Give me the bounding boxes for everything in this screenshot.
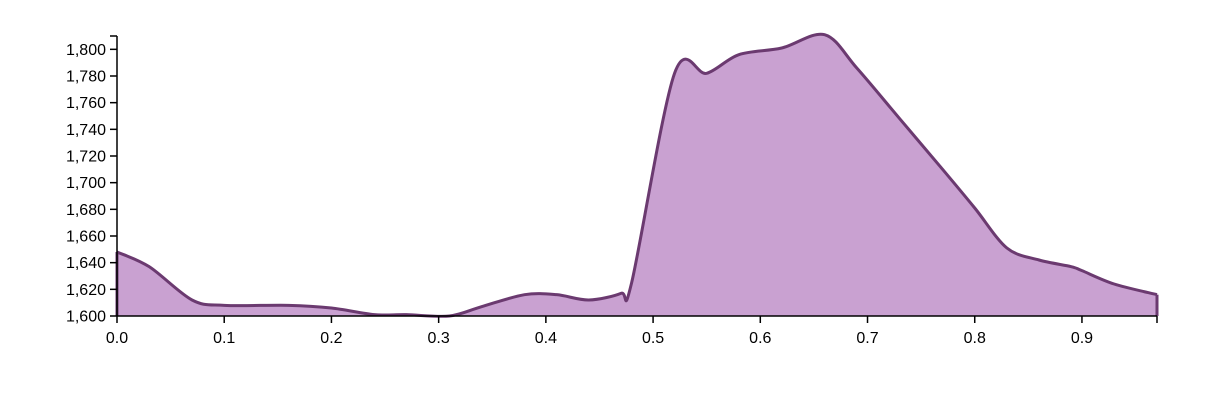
y-tick-label: 1,600 xyxy=(66,309,106,326)
y-tick-label: 1,700 xyxy=(66,175,106,192)
y-tick-label: 1,620 xyxy=(66,282,106,299)
y-tick-label: 1,660 xyxy=(66,229,106,246)
x-tick-label: 0.6 xyxy=(749,330,771,347)
y-tick-label: 1,640 xyxy=(66,255,106,272)
y-tick-label: 1,800 xyxy=(66,42,106,59)
x-tick-label: 0.1 xyxy=(213,330,235,347)
x-axis: 0.0 0.1 0.2 0.3 0.4 0.5 0.6 0.7 0.8 0.9 xyxy=(106,315,1158,347)
y-tick-label: 1,740 xyxy=(66,122,106,139)
plot-area xyxy=(115,32,1159,318)
x-tick-label: 0.2 xyxy=(320,330,342,347)
x-tick-label: 0.9 xyxy=(1071,330,1093,347)
x-tick-label: 0.5 xyxy=(642,330,664,347)
y-axis: 1,600 1,620 1,640 1,660 1,680 1,700 1,720 1,740… xyxy=(66,35,118,326)
y-tick-label: 1,720 xyxy=(66,149,106,166)
area-fill xyxy=(117,34,1157,317)
x-tick-label: 0.0 xyxy=(106,330,128,347)
x-tick-label: 0.3 xyxy=(428,330,450,347)
x-tick-label: 0.8 xyxy=(964,330,986,347)
y-tick-label: 1,760 xyxy=(66,95,106,112)
x-tick-label: 0.4 xyxy=(535,330,557,347)
y-tick-label: 1,780 xyxy=(66,69,106,86)
y-tick-label: 1,680 xyxy=(66,202,106,219)
x-tick-label: 0.7 xyxy=(856,330,878,347)
area-line xyxy=(116,32,1158,318)
